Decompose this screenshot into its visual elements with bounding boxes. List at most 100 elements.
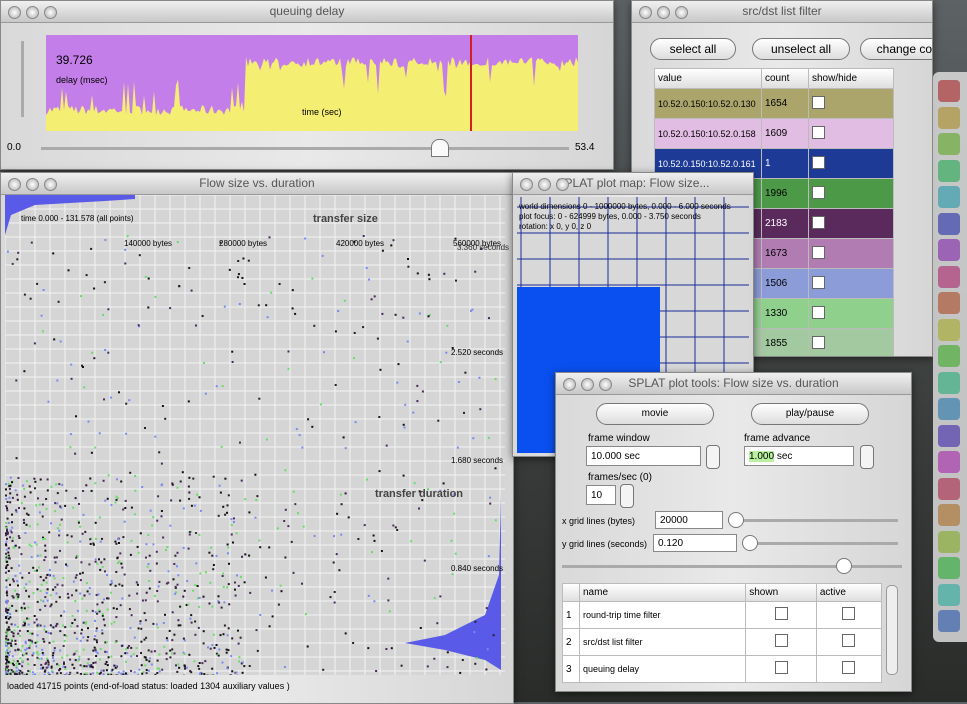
flow-point — [101, 632, 103, 634]
flow-point — [187, 604, 189, 606]
flow-point — [120, 481, 122, 483]
checkbox[interactable] — [812, 156, 825, 169]
dock-icon[interactable] — [938, 319, 960, 341]
stepper[interactable] — [620, 484, 634, 508]
dock-icon[interactable] — [938, 425, 960, 447]
play-pause-button[interactable]: play/pause — [751, 403, 869, 425]
flow-point — [256, 629, 258, 631]
dock-icon[interactable] — [938, 133, 960, 155]
checkbox[interactable] — [775, 607, 788, 620]
change-color-button[interactable]: change color — [860, 38, 933, 60]
dock-icon[interactable] — [938, 557, 960, 579]
flow-point — [228, 603, 230, 605]
dock-icon[interactable] — [938, 584, 960, 606]
checkbox[interactable] — [812, 216, 825, 229]
flow-point — [434, 597, 436, 599]
label: frames/sec (0) — [588, 472, 652, 483]
slider-knob[interactable] — [431, 139, 449, 157]
slider[interactable] — [742, 542, 898, 545]
checkbox[interactable] — [812, 276, 825, 289]
checkbox[interactable] — [842, 607, 855, 620]
flow-point — [110, 656, 112, 658]
dock-icon[interactable] — [938, 160, 960, 182]
time-slider[interactable] — [41, 147, 569, 150]
checkbox[interactable] — [812, 126, 825, 139]
flow-point — [11, 514, 13, 516]
flow-point — [51, 604, 53, 606]
slider-knob[interactable] — [742, 535, 758, 551]
flow-point — [26, 653, 28, 655]
flow-point — [6, 668, 8, 670]
fps-input[interactable]: 10 — [586, 485, 616, 505]
flow-point — [62, 584, 64, 586]
checkbox[interactable] — [812, 306, 825, 319]
flow-point — [279, 283, 281, 285]
checkbox[interactable] — [812, 246, 825, 259]
checkbox[interactable] — [842, 661, 855, 674]
scrollbar[interactable] — [886, 585, 898, 675]
flow-point — [140, 652, 142, 654]
flow-point — [134, 637, 136, 639]
x-grid-input[interactable]: 20000 — [655, 511, 723, 529]
frame-advance-input[interactable]: 1.000 sec — [744, 446, 854, 466]
checkbox[interactable] — [812, 186, 825, 199]
slider-knob[interactable] — [728, 512, 744, 528]
dock-icon[interactable] — [938, 372, 960, 394]
dock-icon[interactable] — [938, 531, 960, 553]
checkbox[interactable] — [842, 634, 855, 647]
dock-icon[interactable] — [938, 80, 960, 102]
flow-point — [110, 584, 112, 586]
flow-point — [94, 638, 96, 640]
dock-icon[interactable] — [938, 213, 960, 235]
flow-point — [355, 421, 357, 423]
checkbox[interactable] — [812, 336, 825, 349]
flow-point — [16, 494, 18, 496]
dock-icon[interactable] — [938, 107, 960, 129]
checkbox[interactable] — [775, 661, 788, 674]
stepper[interactable] — [860, 445, 874, 469]
dock-icon[interactable] — [938, 478, 960, 500]
flow-point — [416, 385, 418, 387]
flow-point — [52, 652, 54, 654]
checkbox[interactable] — [775, 634, 788, 647]
flow-point — [243, 258, 245, 260]
dock-icon[interactable] — [938, 504, 960, 526]
flow-point — [11, 531, 13, 533]
frame-window-input[interactable]: 10.000 sec — [586, 446, 701, 466]
flow-point — [50, 632, 52, 634]
dock-icon[interactable] — [938, 186, 960, 208]
flow-point — [104, 239, 106, 241]
dock-icon[interactable] — [938, 345, 960, 367]
select-all-button[interactable]: select all — [650, 38, 736, 60]
unselect-all-button[interactable]: unselect all — [752, 38, 850, 60]
checkbox-cell — [809, 119, 894, 149]
flow-point — [102, 613, 104, 615]
dock-icon[interactable] — [938, 451, 960, 473]
dock-icon[interactable] — [938, 292, 960, 314]
flow-point — [174, 593, 176, 595]
flow-point — [307, 646, 309, 648]
flow-point — [345, 492, 347, 494]
dock-icon[interactable] — [938, 266, 960, 288]
flow-point — [487, 648, 489, 650]
vertical-slider[interactable] — [21, 41, 24, 117]
slider[interactable] — [728, 519, 898, 522]
dock-icon[interactable] — [938, 610, 960, 632]
flow-point — [100, 648, 102, 650]
dock-icon[interactable] — [938, 398, 960, 420]
flow-point — [134, 475, 136, 477]
dock-icon[interactable] — [938, 239, 960, 261]
flow-point — [162, 537, 164, 539]
slider-knob[interactable] — [836, 558, 852, 574]
movie-button[interactable]: movie — [596, 403, 714, 425]
y-grid-input[interactable]: 0.120 — [653, 534, 737, 552]
flow-point — [278, 604, 280, 606]
checkbox[interactable] — [812, 96, 825, 109]
flow-point — [130, 554, 132, 556]
flow-point — [218, 602, 220, 604]
stepper[interactable] — [706, 445, 720, 469]
flow-point — [287, 525, 289, 527]
flow-point — [88, 421, 90, 423]
flow-point — [412, 412, 414, 414]
flow-point — [35, 504, 37, 506]
